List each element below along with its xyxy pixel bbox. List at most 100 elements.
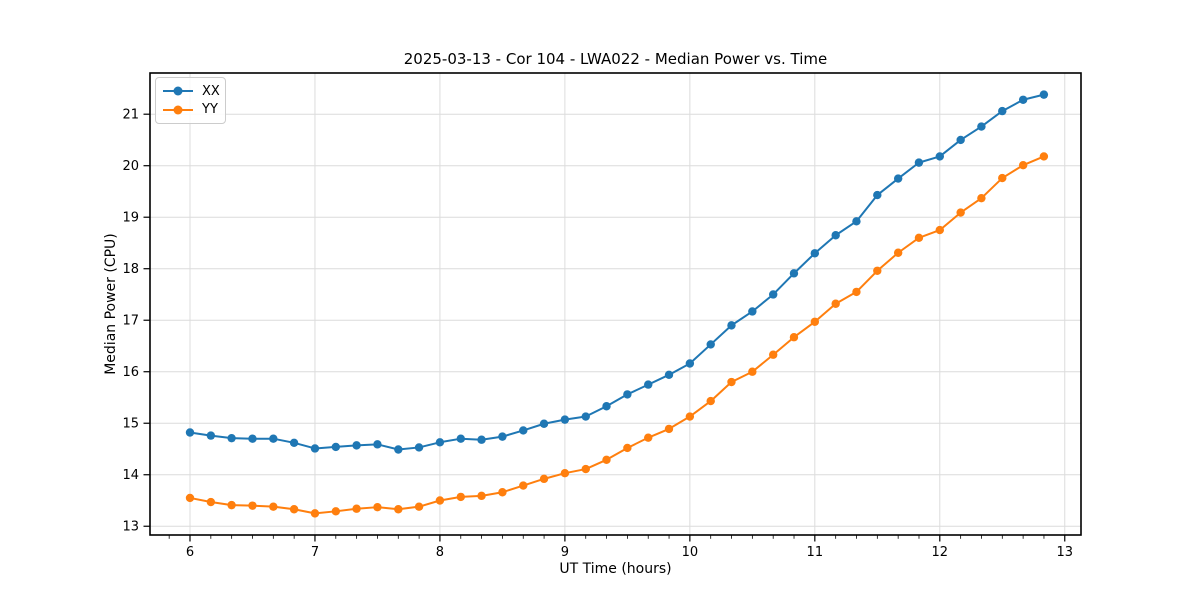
data-point-marker-yy [789,333,799,342]
x-tick-label: 9 [561,545,569,560]
data-point-marker-xx [289,438,299,448]
data-point-marker-yy [227,500,236,510]
data-point-marker-xx [352,441,361,450]
x-axis-label: UT Time (hours) [559,561,672,577]
data-point-marker-yy [373,502,382,512]
data-point-marker-yy [269,502,278,511]
legend-item-xx: XX [163,82,220,101]
data-point-marker-xx [185,428,195,437]
data-point-marker-xx [206,431,216,440]
data-point-marker-xx [456,434,465,443]
data-point-marker-xx [685,359,695,368]
y-tick-label: 18 [122,262,139,277]
data-point-marker-yy [185,493,195,503]
data-point-marker-xx [873,190,882,200]
data-point-marker-yy [352,504,361,513]
data-point-marker-yy [914,233,924,243]
data-point-marker-xx [810,249,820,258]
data-point-marker-yy [435,496,445,505]
legend: XX YY [155,77,226,124]
data-point-marker-xx [831,231,840,240]
x-tick-label: 13 [1056,545,1073,560]
data-point-marker-xx [519,426,528,435]
data-point-marker-yy [810,317,820,326]
data-point-marker-xx [581,412,590,421]
x-tick-label: 12 [932,545,949,560]
data-point-marker-yy [685,412,695,421]
data-point-marker-yy [935,225,944,235]
data-point-marker-yy [873,266,882,275]
data-point-marker-xx [394,445,403,454]
data-point-marker-yy [831,299,840,308]
data-point-marker-yy [519,481,528,490]
data-point-marker-xx [789,269,799,278]
x-tick-label: 7 [311,545,319,560]
data-point-marker-xx [227,433,236,443]
y-tick-label: 20 [122,159,139,174]
series-line-xx [188,93,1045,451]
data-point-marker-yy [414,502,424,511]
legend-label-xx: XX [202,83,220,99]
data-point-marker-xx [1018,95,1028,104]
data-point-marker-yy [206,497,216,507]
data-point-marker-yy [956,208,965,217]
data-point-marker-yy [331,507,341,516]
data-point-marker-yy [644,433,653,442]
data-point-marker-yy [893,248,903,257]
y-tick-label: 17 [122,314,139,329]
data-point-marker-xx [560,415,570,424]
legend-label-yy: YY [202,102,218,118]
data-point-marker-yy [852,287,861,297]
plot-border [149,72,1082,536]
data-point-marker-yy [498,488,507,497]
data-point-marker-yy [623,443,632,453]
y-tick-label: 21 [122,108,139,123]
data-point-marker-yy [1039,152,1049,161]
chart-title: 2025-03-13 - Cor 104 - LWA022 - Median P… [403,50,828,68]
y-tick-label: 15 [122,417,139,432]
data-point-marker-yy [310,509,320,518]
data-point-marker-xx [435,438,445,447]
data-point-marker-yy [394,505,403,514]
data-point-marker-xx [414,443,424,452]
y-tick-label: 16 [122,365,139,380]
data-point-marker-yy [727,377,736,387]
data-point-marker-yy [706,396,715,406]
data-point-marker-xx [893,174,903,183]
y-tick-label: 19 [122,211,139,226]
data-point-marker-yy [539,474,549,484]
data-point-marker-yy [769,350,778,359]
data-point-marker-yy [664,424,674,434]
data-point-marker-xx [935,152,944,161]
legend-line-sample-icon [163,86,193,96]
data-point-marker-xx [748,307,757,316]
x-tick-label: 10 [682,545,699,560]
data-point-marker-xx [727,321,736,330]
data-point-marker-yy [602,455,611,464]
legend-line-sample-icon [163,105,193,115]
x-tick-label: 6 [186,545,194,560]
data-point-marker-xx [602,402,611,411]
data-point-marker-yy [1018,160,1028,170]
data-point-marker-xx [998,106,1007,116]
data-point-marker-xx [331,442,341,452]
data-point-marker-xx [852,217,861,226]
data-point-marker-yy [560,468,570,478]
x-tick-label: 8 [436,545,444,560]
data-point-marker-yy [977,193,986,203]
data-point-marker-xx [644,380,653,389]
data-point-marker-xx [539,419,549,428]
data-point-marker-xx [956,135,965,145]
data-point-marker-xx [706,340,715,349]
data-point-marker-yy [456,492,465,502]
data-point-marker-xx [477,435,486,444]
data-point-marker-xx [1039,90,1049,99]
series-line-yy [188,155,1045,515]
data-point-marker-xx [769,290,778,299]
y-tick-label: 13 [122,520,139,535]
data-point-marker-yy [581,464,590,474]
data-point-marker-yy [289,505,299,514]
data-point-marker-xx [977,122,986,131]
